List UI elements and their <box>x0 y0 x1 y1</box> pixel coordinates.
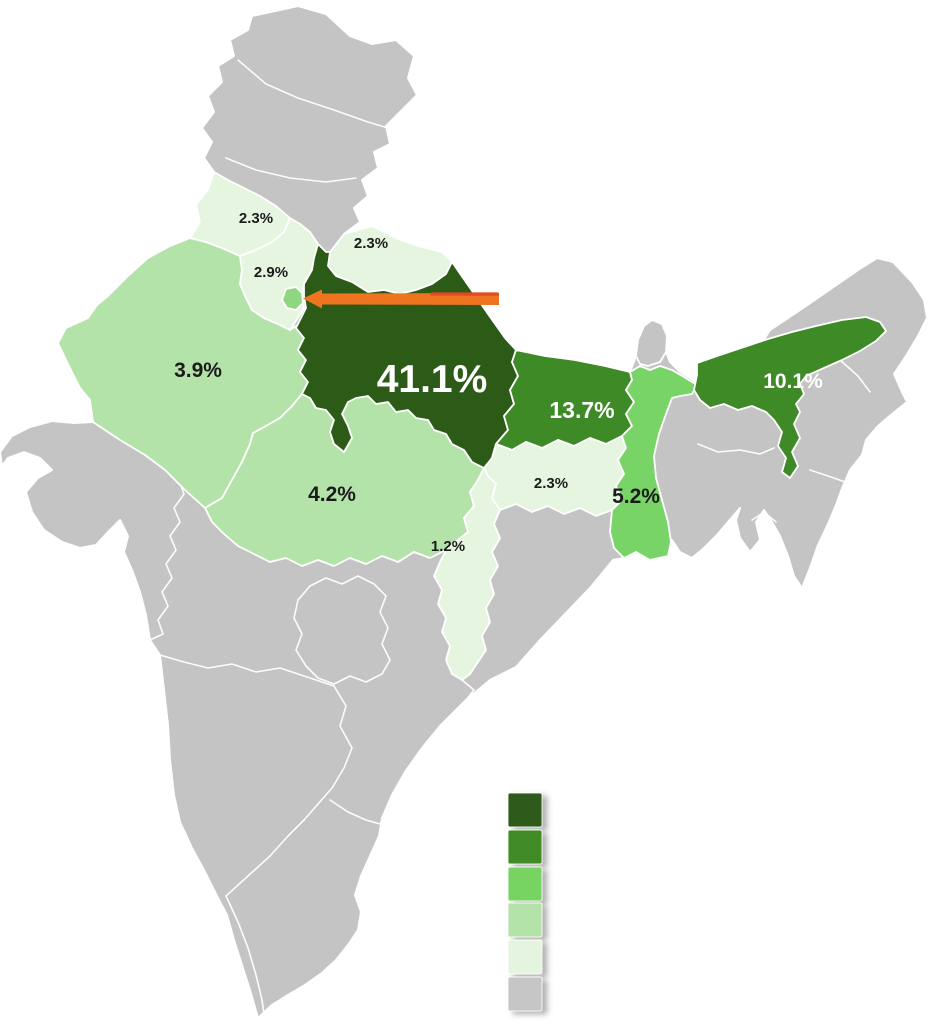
label-uttarakhand: 2.3% <box>354 235 388 252</box>
label-chhattisgarh: 1.2% <box>431 538 465 555</box>
color-legend <box>507 792 543 1012</box>
border-karnataka-andhra <box>225 685 353 897</box>
legend-swatch-6 <box>507 976 543 1012</box>
label-jharkhand: 2.3% <box>534 475 568 492</box>
label-assam: 10.1% <box>763 370 823 393</box>
label-haryana: 2.9% <box>254 264 288 281</box>
label-punjab: 2.3% <box>239 210 273 227</box>
border-manipur <box>809 469 857 487</box>
label-uttar-pradesh: 41.1% <box>377 358 488 401</box>
border-tamilnadu-andhra <box>329 799 381 825</box>
legend-swatch-4 <box>507 902 543 938</box>
border-nagaland <box>839 359 871 393</box>
border-kerala <box>225 895 265 1015</box>
legend-swatch-3 <box>507 866 543 902</box>
value-labels: 41.1% 13.7% 10.1% 5.2% 4.2% 3.9% 2.9% 2.… <box>174 210 823 555</box>
state-delhi <box>281 286 304 311</box>
choropleth-states <box>57 171 887 681</box>
border-odisha-andhra <box>461 679 475 701</box>
label-madhya-pradesh: 4.2% <box>308 483 356 506</box>
label-west-bengal: 5.2% <box>612 485 660 508</box>
state-chhattisgarh <box>433 467 501 681</box>
border-tripura <box>751 511 777 523</box>
state-sikkim <box>635 319 668 367</box>
border-meghalaya-south <box>697 443 775 455</box>
state-assam <box>693 316 887 479</box>
border-telangana <box>293 575 391 685</box>
label-rajasthan: 3.9% <box>174 359 222 382</box>
delhi-annotation <box>303 289 499 309</box>
legend-swatch-1 <box>507 792 543 828</box>
legend-swatch-5 <box>507 939 543 975</box>
border-jammu-himachal <box>225 157 357 183</box>
no-data-internal-borders <box>149 59 871 1015</box>
legend-swatch-2 <box>507 829 543 865</box>
border-kashmir-ladakh <box>237 59 389 129</box>
label-bihar: 13.7% <box>549 397 614 423</box>
border-maharashtra-south <box>159 654 335 687</box>
